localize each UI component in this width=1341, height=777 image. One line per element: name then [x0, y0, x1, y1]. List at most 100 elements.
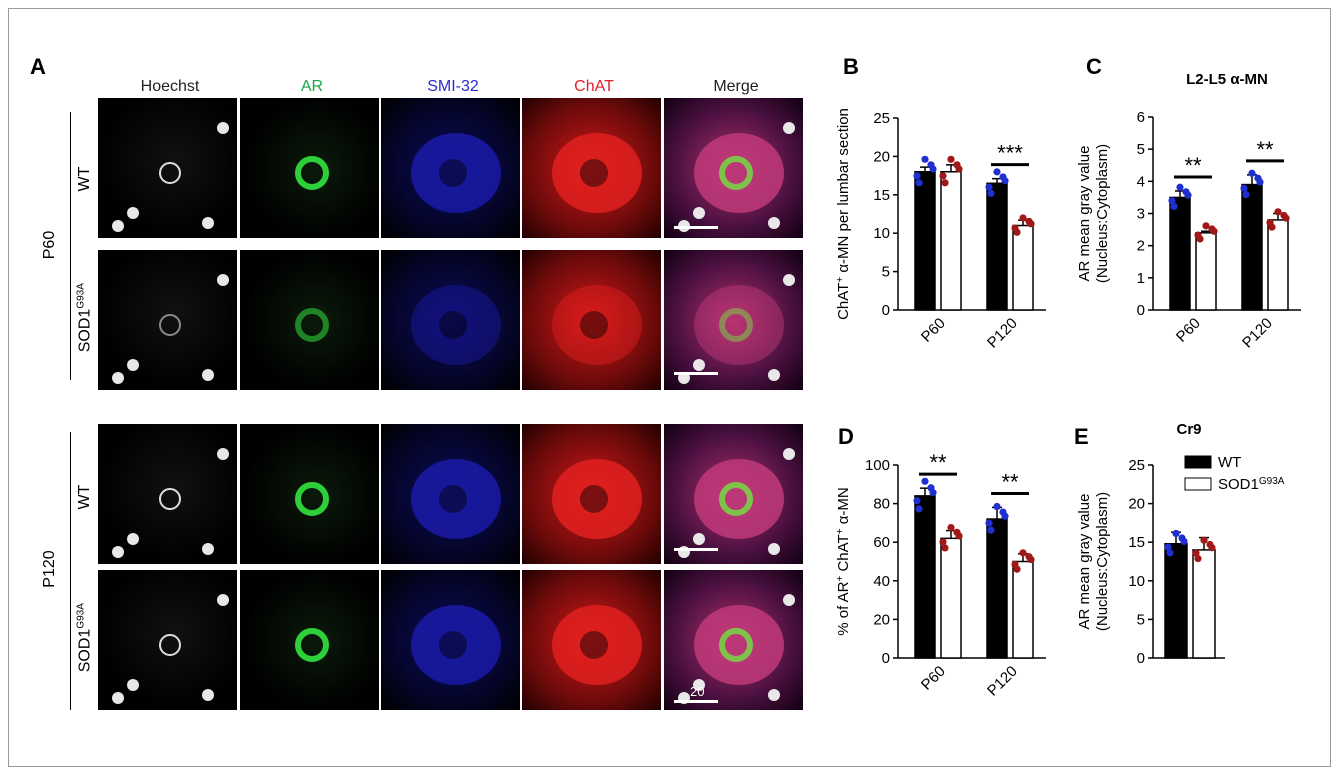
column-label-smi32: SMI-32: [427, 78, 479, 95]
data-point: [939, 538, 947, 546]
micrograph-hoechst-wt-p120: [98, 424, 237, 564]
chart-title: Cr9: [1176, 421, 1201, 438]
chart-c: 0 1 2 3 4 5 6 L2-L5 α-MN AR mean gray value (Nucl…: [1076, 71, 1301, 352]
y-tick-label: 0: [882, 650, 890, 667]
bar-wt-P60: [1169, 196, 1191, 311]
data-point: [941, 179, 949, 187]
y-tick-label: 0: [882, 302, 890, 319]
chart-e: 0 5 10 15 20 25 Cr9 AR mean gray value (Nucleus:…: [1076, 421, 1285, 667]
row-label-sod1-p60: SOD1G93A: [75, 283, 94, 353]
data-point: [1019, 214, 1027, 222]
data-point: [955, 165, 963, 173]
bar-sod1-P60: [1195, 232, 1217, 311]
row-label-sod1-p120: SOD1G93A: [75, 603, 94, 673]
data-point: [1180, 537, 1188, 546]
significance-label: **: [1184, 153, 1202, 178]
y-tick-label: 10: [1128, 573, 1145, 590]
y-tick-label: 10: [873, 225, 890, 242]
chart-b: 0 5 10 15 20 25 ChAT+ α-MN per lumbar section P…: [835, 108, 1046, 352]
data-point: [929, 165, 937, 173]
x-tick-label-P60: P60: [918, 663, 949, 694]
data-point: [1027, 220, 1035, 228]
micrograph-smi32-sod1-p60: [381, 250, 520, 390]
data-point: [947, 523, 955, 532]
legend-label-sod1: SOD1G93A: [1218, 476, 1285, 494]
legend-swatch-sod1: [1184, 477, 1212, 491]
y-tick-label: 40: [873, 573, 890, 590]
panel-letter-d: D: [838, 424, 854, 449]
data-point: [915, 505, 923, 513]
x-tick-label-P120: P120: [1239, 315, 1276, 352]
data-point: [939, 172, 947, 180]
micrograph-ar-sod1-p60: [240, 250, 379, 390]
y-tick-label: 0: [1137, 302, 1145, 319]
row-label-wt-p120: WT: [76, 484, 93, 510]
bar-sod1-P120: [1012, 224, 1034, 311]
y-axis-label: (Nucleus:Cytoplasm): [1094, 492, 1111, 631]
micrograph-smi32-sod1-p120: [381, 570, 520, 710]
y-tick-label: 20: [873, 148, 890, 165]
y-tick-label: 20: [1128, 496, 1145, 513]
y-tick-label: 5: [1137, 611, 1145, 628]
micrograph-ar-wt-p120: [240, 424, 379, 564]
data-point: [1210, 227, 1218, 235]
panel-letter-e: E: [1074, 424, 1089, 449]
data-point: [1168, 197, 1176, 205]
scale-bar: [674, 548, 718, 551]
chart-title: L2-L5 α-MN: [1186, 71, 1268, 88]
row-label-wt-p60: WT: [76, 166, 93, 192]
micrograph-chat-sod1-p60: [522, 250, 661, 390]
group-label-p60: P60: [41, 230, 58, 260]
bar-wt-cr9: [1164, 542, 1188, 659]
data-point: [985, 183, 993, 191]
data-point: [1011, 224, 1019, 232]
data-point: [913, 172, 921, 180]
bar-sod1-cr9: [1192, 549, 1216, 659]
micrograph-ar-sod1-p120: [240, 570, 379, 710]
data-point: [993, 502, 1001, 511]
legend-label-wt: WT: [1218, 454, 1241, 471]
y-tick-label: 60: [873, 534, 890, 551]
micrograph-smi32-wt-p60: [381, 98, 520, 238]
y-tick-label: 6: [1137, 109, 1145, 126]
data-point: [955, 532, 963, 540]
y-axis-label: AR mean gray value: [1076, 146, 1093, 282]
y-axis-label: % of AR+ ChAT+ α-MN: [835, 487, 853, 635]
bar-sod1-P120: [1267, 219, 1289, 311]
x-tick-label-P60: P60: [1173, 315, 1204, 346]
data-point: [1202, 222, 1210, 230]
y-tick-label: 20: [873, 611, 890, 628]
y-axis-label: ChAT+ α-MN per lumbar section: [835, 108, 853, 320]
group-bracket-p120: [70, 432, 71, 710]
panel-letter-c: C: [1086, 54, 1102, 79]
micrograph-chat-wt-p60: [522, 98, 661, 238]
figure-frame: [8, 8, 1331, 767]
micrograph-merge-sod1-p120: [664, 570, 803, 710]
data-point: [947, 155, 955, 163]
data-point: [1242, 190, 1250, 199]
x-tick-label-P60: P60: [918, 315, 949, 346]
data-point: [1282, 214, 1290, 222]
bar-wt-P120: [986, 518, 1008, 659]
bar-wt-P60: [914, 171, 936, 311]
micrograph-chat-sod1-p120: [522, 570, 661, 710]
data-point: [913, 497, 921, 505]
micrograph-smi32-wt-p120: [381, 424, 520, 564]
y-tick-label: 5: [882, 264, 890, 281]
y-axis-label: AR mean gray value: [1076, 494, 1093, 630]
significance-label: ***: [997, 141, 1023, 166]
y-axis-label: (Nucleus:Cytoplasm): [1094, 144, 1111, 283]
data-point: [1027, 555, 1035, 564]
micrograph-hoechst-sod1-p120: [98, 570, 237, 710]
chart-d: 0 20 40 60 80 100 % of AR+ ChAT+ α-MN P60 ** P120…: [835, 450, 1046, 700]
data-point: [1194, 554, 1202, 563]
micrograph-chat-wt-p120: [522, 424, 661, 564]
micrograph-hoechst-sod1-p60: [98, 250, 237, 390]
bar-wt-P120: [986, 182, 1008, 311]
column-label-hoechst: Hoechst: [140, 78, 200, 95]
data-point: [1164, 543, 1172, 551]
y-tick-label: 15: [873, 187, 890, 204]
y-tick-label: 25: [1128, 457, 1145, 474]
data-point: [1200, 536, 1208, 544]
legend-swatch-wt: [1184, 455, 1212, 469]
